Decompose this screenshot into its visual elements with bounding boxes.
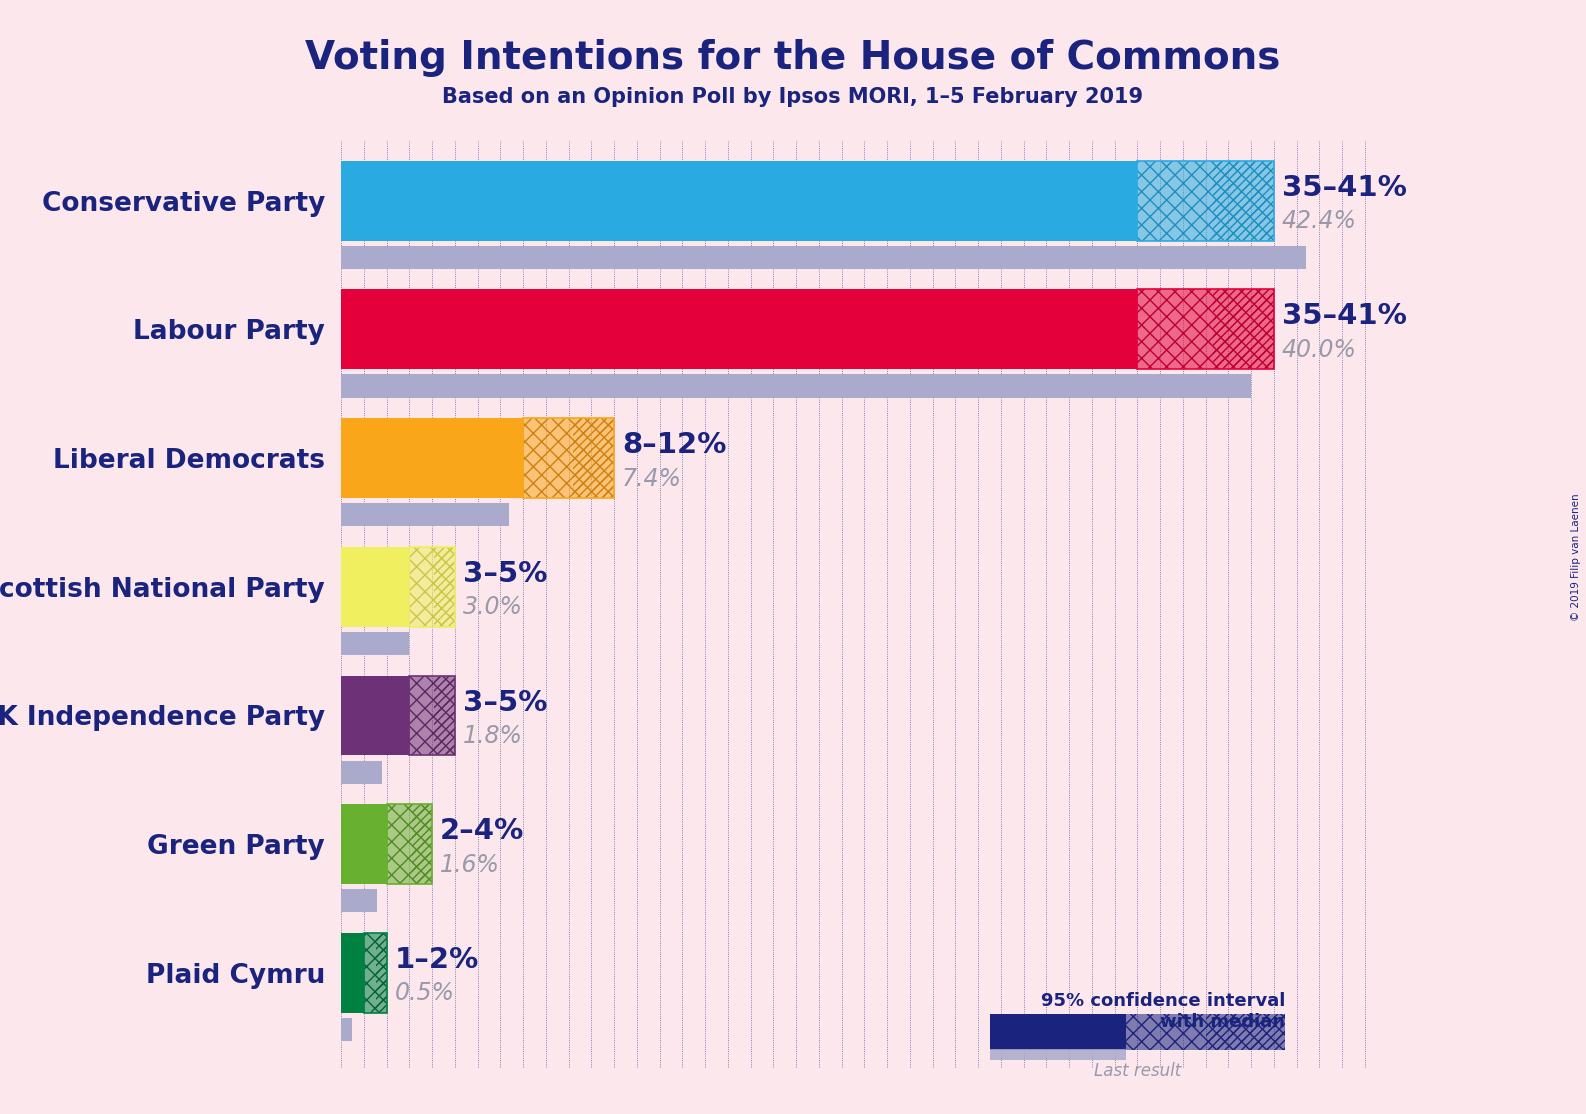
Text: 0.5%: 0.5% xyxy=(395,981,455,1006)
Text: 3.0%: 3.0% xyxy=(463,595,523,619)
Bar xyxy=(341,246,1305,268)
Text: 95% confidence interval
with median: 95% confidence interval with median xyxy=(1040,993,1285,1030)
Bar xyxy=(990,1014,1126,1051)
Bar xyxy=(387,804,431,885)
Bar xyxy=(387,804,431,885)
Bar xyxy=(1126,1014,1285,1051)
Bar xyxy=(409,547,455,627)
Bar xyxy=(387,804,431,885)
Bar xyxy=(435,547,455,627)
Bar xyxy=(1137,290,1274,369)
Text: 40.0%: 40.0% xyxy=(1281,338,1358,362)
Bar xyxy=(435,675,455,755)
Bar xyxy=(341,290,1137,369)
Bar xyxy=(1126,1014,1285,1051)
Text: Based on an Opinion Poll by Ipsos MORI, 1–5 February 2019: Based on an Opinion Poll by Ipsos MORI, … xyxy=(442,87,1144,107)
Bar xyxy=(1137,290,1274,369)
Text: Last result: Last result xyxy=(1094,1062,1182,1079)
Bar xyxy=(341,761,382,784)
Bar xyxy=(409,675,455,755)
Bar xyxy=(409,675,455,755)
Text: 1–2%: 1–2% xyxy=(395,946,479,974)
Bar xyxy=(341,804,387,885)
Bar xyxy=(363,934,387,1013)
Bar xyxy=(573,418,614,498)
Bar xyxy=(1213,160,1274,241)
Bar xyxy=(363,934,387,1013)
Text: © 2019 Filip van Laenen: © 2019 Filip van Laenen xyxy=(1572,494,1581,620)
Bar xyxy=(363,934,387,1013)
Text: 3–5%: 3–5% xyxy=(463,688,547,716)
Bar xyxy=(523,418,614,498)
Bar xyxy=(409,547,455,627)
Text: 8–12%: 8–12% xyxy=(622,431,726,459)
Bar xyxy=(341,675,409,755)
Bar xyxy=(341,418,523,498)
Bar xyxy=(341,547,409,627)
Text: 7.4%: 7.4% xyxy=(622,467,682,490)
Bar xyxy=(341,504,509,526)
Text: 35–41%: 35–41% xyxy=(1281,303,1407,331)
Bar xyxy=(1137,160,1274,241)
Text: 42.4%: 42.4% xyxy=(1281,209,1358,233)
Bar xyxy=(376,934,387,1013)
Bar xyxy=(1213,290,1274,369)
Bar xyxy=(523,418,614,498)
Bar xyxy=(409,547,455,627)
Bar xyxy=(523,418,614,498)
Text: 1.6%: 1.6% xyxy=(439,853,500,877)
Text: 2–4%: 2–4% xyxy=(439,818,525,846)
Bar xyxy=(1137,160,1274,241)
Bar xyxy=(1205,1014,1285,1051)
Bar xyxy=(341,160,1137,241)
Text: Voting Intentions for the House of Commons: Voting Intentions for the House of Commo… xyxy=(306,39,1280,77)
Text: 1.8%: 1.8% xyxy=(463,724,523,749)
Text: 3–5%: 3–5% xyxy=(463,560,547,588)
Bar xyxy=(341,934,363,1013)
Bar xyxy=(1137,290,1274,369)
Bar xyxy=(411,804,431,885)
Bar xyxy=(1137,160,1274,241)
Bar xyxy=(990,1049,1126,1061)
Bar xyxy=(341,889,377,912)
Bar xyxy=(341,374,1251,398)
Bar xyxy=(341,1018,352,1042)
Bar xyxy=(409,675,455,755)
Text: 35–41%: 35–41% xyxy=(1281,174,1407,202)
Bar xyxy=(341,632,409,655)
